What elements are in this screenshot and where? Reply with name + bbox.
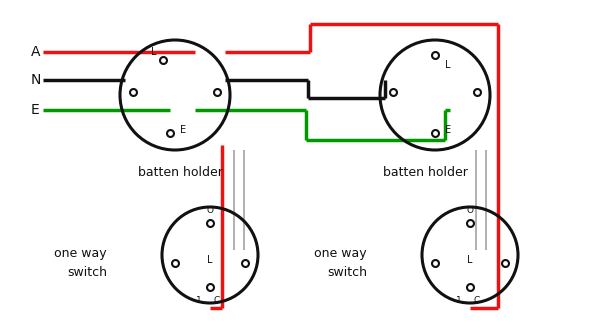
Text: L: L — [445, 60, 450, 70]
Text: E: E — [180, 125, 186, 135]
Text: N: N — [31, 73, 42, 87]
Text: E: E — [445, 125, 451, 135]
Text: O: O — [207, 206, 213, 215]
Text: C: C — [214, 296, 220, 305]
Text: A: A — [31, 45, 40, 59]
Text: batten holder: batten holder — [383, 166, 467, 178]
Text: L: L — [207, 255, 213, 265]
Text: 1: 1 — [456, 296, 462, 305]
Text: one way
switch: one way switch — [314, 248, 367, 278]
Text: L: L — [150, 47, 156, 57]
Text: batten holder: batten holder — [138, 166, 222, 178]
Text: E: E — [31, 103, 40, 117]
Text: one way
switch: one way switch — [55, 248, 107, 278]
Text: C: C — [474, 296, 481, 305]
Text: O: O — [466, 206, 473, 215]
Text: L: L — [467, 255, 473, 265]
Text: 1: 1 — [196, 296, 202, 305]
